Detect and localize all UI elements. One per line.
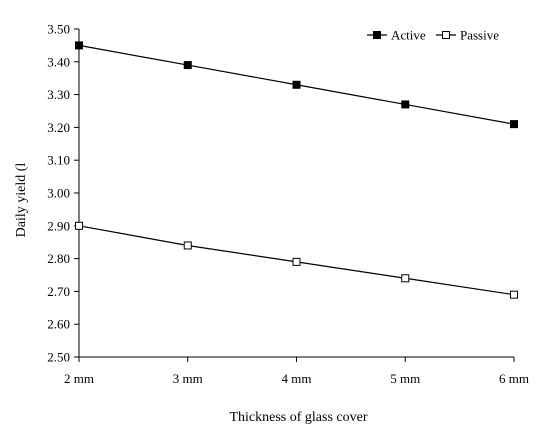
y-tick-label: 3.50 <box>47 22 70 37</box>
legend-label: Passive <box>460 28 499 43</box>
y-tick-label: 3.40 <box>47 54 70 69</box>
data-point-passive <box>75 221 83 230</box>
legend-item-passive: Passive <box>436 28 499 43</box>
legend-marker <box>442 31 450 39</box>
y-tick-label: 2.90 <box>47 218 70 233</box>
x-axis-title: Thickness of glass cover <box>229 410 367 425</box>
y-tick-label: 3.00 <box>47 186 70 201</box>
x-ticks: 2 mm 3 mm 4 mm 5 mm 6 mm <box>64 357 529 386</box>
x-tick-label: 5 mm <box>390 371 420 386</box>
legend-label: Active <box>391 28 426 43</box>
data-point-active <box>75 41 83 50</box>
y-tick-label: 3.30 <box>47 87 70 102</box>
x-tick-label: 2 mm <box>64 371 94 386</box>
legend: Active Passive <box>367 28 499 43</box>
axes-layer <box>78 29 514 358</box>
data-point-passive <box>401 274 410 283</box>
legend-marker <box>373 31 381 39</box>
x-tick-label: 3 mm <box>173 371 203 386</box>
data-point-active <box>510 120 518 129</box>
series-active <box>75 41 518 129</box>
y-tick-label: 2.50 <box>47 350 70 365</box>
data-point-passive <box>183 241 192 250</box>
data-point-active <box>292 80 301 89</box>
y-tick-label: 3.20 <box>47 120 70 135</box>
data-point-active <box>183 61 192 70</box>
y-ticks: 2.50 2.60 2.70 2.80 2.90 3.00 3.10 3.20 3.30 3.40… <box>47 22 79 365</box>
legend-item-active: Active <box>367 28 426 43</box>
series-passive <box>75 221 518 299</box>
series-layer <box>75 41 518 299</box>
y-tick-label: 3.10 <box>47 153 70 168</box>
x-tick-label: 4 mm <box>282 371 312 386</box>
y-tick-label: 2.70 <box>47 284 70 299</box>
x-tick-label: 6 mm <box>499 371 529 386</box>
data-point-passive <box>292 257 301 266</box>
data-point-active <box>401 100 410 109</box>
y-tick-label: 2.60 <box>47 317 70 332</box>
y-tick-label: 2.80 <box>47 251 70 266</box>
y-axis-title: Daily yield (l <box>14 163 29 238</box>
data-point-passive <box>510 290 518 299</box>
